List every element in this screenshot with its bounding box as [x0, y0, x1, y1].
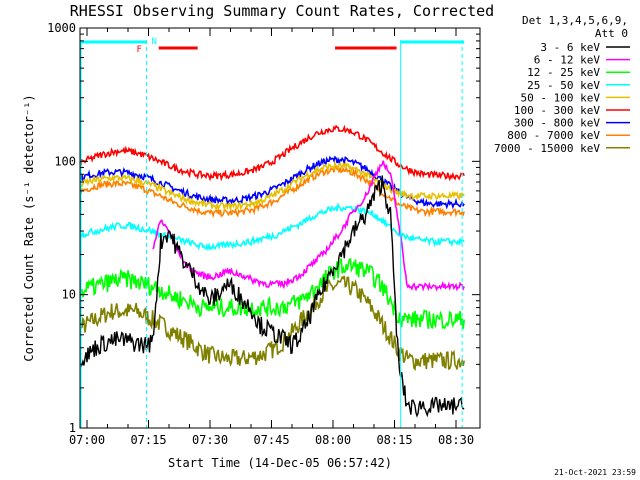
- plot-frame: [79, 27, 481, 429]
- y-tick-label: 1: [69, 421, 76, 435]
- y-tick-label: 10: [62, 288, 76, 302]
- x-tick-label: 08:30: [438, 433, 474, 447]
- legend-label-800-7000-kev: 800 - 7000 keV: [507, 129, 600, 142]
- legend-label-25-50-kev: 25 - 50 keV: [527, 79, 600, 92]
- series-line-25-50-kev: [80, 202, 465, 252]
- x-axis: 07:00 07:15 07:30 07:45 08:00 08:15 08:30: [69, 28, 474, 447]
- legend-label-300-800-kev: 300 - 800 keV: [514, 117, 600, 130]
- series-line-6-12-kev: [152, 160, 465, 292]
- legend-header-line-2: Att 0: [595, 27, 628, 40]
- series-line-7000-15000-kev: [80, 275, 465, 372]
- legend-label-100-300-kev: 100 - 300 keV: [514, 104, 600, 117]
- y-tick-label: 1000: [47, 21, 76, 35]
- x-tick-label: 07:15: [130, 433, 166, 447]
- series-line-12-25-kev: [80, 257, 465, 330]
- x-tick-label: 07:45: [253, 433, 289, 447]
- series-line-3-6-kev: [80, 175, 465, 418]
- series-line-50-100-kev: [80, 160, 465, 213]
- series-line-100-300-kev: [80, 124, 465, 182]
- plot-area: [80, 40, 465, 428]
- x-tick-label: 08:15: [376, 433, 412, 447]
- legend-label-7000-15000-kev: 7000 - 15000 keV: [494, 142, 600, 155]
- legend-label-12-25-kev: 12 - 25 keV: [527, 66, 600, 79]
- flag-label-f: F: [136, 45, 141, 55]
- flag-label-n: N: [151, 37, 156, 47]
- chart-title: RHESSI Observing Summary Count Rates, Co…: [70, 2, 494, 20]
- x-tick-label: 07:30: [192, 433, 228, 447]
- y-axis-label: Corrected Count Rate (s⁻¹ detector⁻¹): [22, 94, 36, 361]
- legend-label-6-12-kev: 6 - 12 keV: [534, 54, 601, 67]
- legend-header-line-1: Det 1,3,4,5,6,9,: [522, 14, 628, 27]
- x-tick-label: 08:00: [315, 433, 351, 447]
- y-tick-label: 100: [54, 154, 76, 168]
- series-line-800-7000-kev: [80, 164, 465, 219]
- legend-label-50-100-kev: 50 - 100 keV: [521, 91, 601, 104]
- date-stamp: 21-Oct-2021 23:59: [554, 468, 636, 477]
- x-axis-label: Start Time (14-Dec-05 06:57:42): [168, 456, 392, 470]
- y-axis: 1 10 100 1000: [47, 21, 480, 435]
- x-tick-label: 07:00: [69, 433, 105, 447]
- legend-label-3-6-kev: 3 - 6 keV: [540, 41, 600, 54]
